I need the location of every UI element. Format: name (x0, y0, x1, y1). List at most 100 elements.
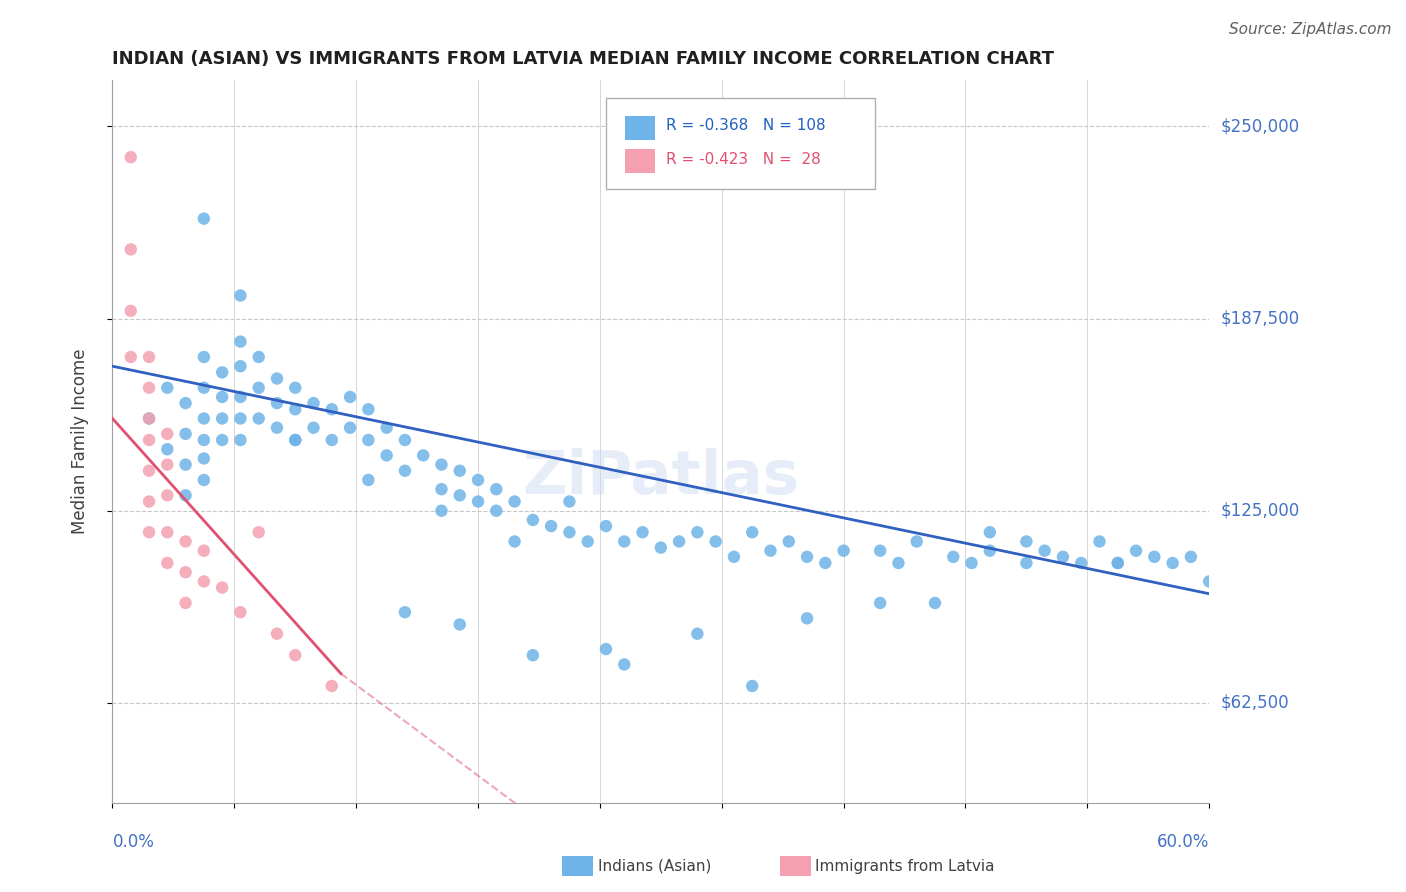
Point (960, 556, 983, 570)
Text: INDIAN (ASIAN) VS IMMIGRANTS FROM LATVIA MEDIAN FAMILY INCOME CORRELATION CHART: INDIAN (ASIAN) VS IMMIGRANTS FROM LATVIA… (112, 50, 1054, 68)
Point (247, 381, 270, 395)
Bar (624, 116, 655, 139)
FancyBboxPatch shape (606, 98, 875, 189)
Point (174, 488, 197, 502)
Point (247, 411, 270, 425)
Point (832, 543, 855, 558)
Point (138, 411, 160, 425)
Point (156, 426, 179, 441)
Text: Source: ZipAtlas.com: Source: ZipAtlas.com (1229, 22, 1392, 37)
Bar (624, 149, 655, 173)
Point (339, 390, 361, 404)
Point (631, 525, 654, 540)
Point (394, 433, 416, 447)
Point (467, 494, 489, 508)
Point (613, 657, 636, 672)
Point (229, 390, 252, 404)
Point (1198, 574, 1220, 589)
Point (1143, 549, 1166, 564)
Point (156, 458, 179, 472)
Point (156, 442, 179, 457)
Text: $250,000: $250,000 (1220, 118, 1299, 136)
Point (430, 458, 453, 472)
Point (942, 549, 965, 564)
Point (869, 543, 891, 558)
Point (1015, 556, 1038, 570)
Point (321, 402, 343, 417)
Point (284, 433, 307, 447)
Point (174, 534, 197, 549)
Text: $125,000: $125,000 (1220, 501, 1299, 520)
Point (485, 504, 508, 518)
Point (193, 473, 215, 487)
Point (1033, 543, 1056, 558)
Text: R = -0.423   N =  28: R = -0.423 N = 28 (666, 152, 821, 167)
Point (796, 611, 818, 625)
Point (284, 648, 307, 663)
Point (558, 525, 581, 540)
Point (686, 525, 709, 540)
Point (540, 519, 562, 533)
Point (174, 565, 197, 579)
Point (1052, 549, 1074, 564)
Point (138, 494, 160, 508)
Point (778, 534, 800, 549)
Point (522, 648, 544, 663)
Point (1015, 534, 1038, 549)
Point (321, 679, 343, 693)
Point (138, 381, 160, 395)
Point (1070, 556, 1092, 570)
Point (430, 504, 453, 518)
Point (558, 494, 581, 508)
Point (156, 525, 179, 540)
Point (485, 482, 508, 496)
Point (284, 402, 307, 417)
Point (668, 534, 690, 549)
Point (120, 150, 142, 164)
Point (266, 420, 288, 434)
Point (503, 494, 526, 508)
Point (284, 381, 307, 395)
Point (193, 433, 215, 447)
Point (302, 420, 325, 434)
Point (211, 411, 233, 425)
Point (650, 541, 672, 555)
Point (120, 350, 142, 364)
Point (430, 482, 453, 496)
Point (394, 464, 416, 478)
Point (247, 525, 270, 540)
Point (120, 243, 142, 257)
Point (266, 626, 288, 640)
Point (211, 390, 233, 404)
Point (193, 574, 215, 589)
Point (120, 304, 142, 318)
Point (174, 596, 197, 610)
Point (1107, 556, 1129, 570)
Point (1088, 534, 1111, 549)
Point (576, 534, 599, 549)
Point (229, 359, 252, 374)
Point (357, 433, 380, 447)
Y-axis label: Median Family Income: Median Family Income (70, 349, 89, 534)
Text: Immigrants from Latvia: Immigrants from Latvia (815, 859, 995, 873)
Point (174, 426, 197, 441)
Text: R = -0.368   N = 108: R = -0.368 N = 108 (666, 119, 825, 133)
Point (138, 411, 160, 425)
Point (138, 525, 160, 540)
Point (193, 381, 215, 395)
Point (759, 543, 782, 558)
Point (211, 433, 233, 447)
Point (339, 420, 361, 434)
Point (449, 488, 471, 502)
Point (357, 473, 380, 487)
Point (686, 626, 709, 640)
Point (1180, 549, 1202, 564)
Point (613, 534, 636, 549)
Point (814, 556, 837, 570)
Text: $187,500: $187,500 (1220, 310, 1299, 327)
Point (229, 411, 252, 425)
Point (138, 350, 160, 364)
Point (394, 605, 416, 619)
Point (1107, 556, 1129, 570)
Point (193, 211, 215, 226)
